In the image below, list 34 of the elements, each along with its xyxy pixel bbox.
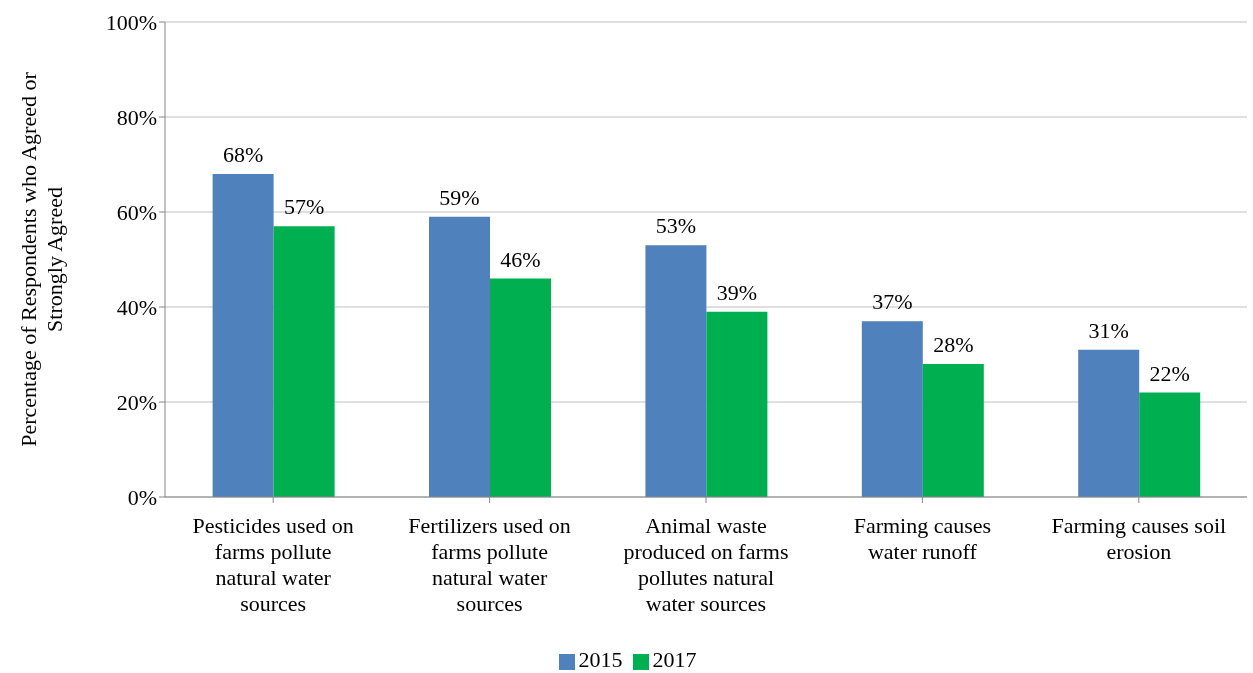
y-tick-label: 100% (105, 9, 157, 35)
y-tick-label: 60% (116, 199, 157, 225)
data-label: 37% (872, 289, 913, 315)
bar (490, 278, 552, 497)
data-label: 57% (283, 194, 325, 220)
x-tick-label: Farming causes water runoff (853, 513, 992, 564)
bar (429, 216, 491, 497)
y-tick-label: 40% (116, 294, 157, 320)
data-label: 39% (716, 279, 758, 305)
x-tick-label: Fertilizers used on farms pollute natural water sources (408, 513, 571, 616)
data-label: 28% (933, 332, 974, 357)
y-tick-label: 0% (127, 484, 157, 510)
bar (1139, 392, 1201, 497)
bar (273, 226, 335, 497)
bar (645, 245, 707, 497)
y-tick-label: 80% (116, 104, 157, 130)
bar (1078, 349, 1140, 497)
y-tick-label: 20% (116, 389, 157, 415)
data-label: 68% (222, 142, 264, 167)
x-tick-label: Pesticides used on farms pollute natural water sources (192, 513, 354, 616)
data-label: 22% (1149, 360, 1190, 386)
legend-label: 2017 (652, 647, 697, 672)
data-label: 31% (1088, 317, 1129, 343)
bar (861, 321, 923, 497)
x-tick-label: Farming causes soil erosion (1051, 513, 1227, 564)
bar (706, 311, 768, 497)
y-axis-title: Percentage of Respondents who Agreed or Strongly Agreed (16, 71, 67, 447)
legend-label: 2015 (578, 647, 623, 672)
data-label: 53% (655, 213, 697, 239)
bar (212, 174, 274, 497)
bar (922, 364, 984, 497)
data-label: 46% (500, 246, 541, 272)
x-tick-label: Animal waste produced on farms pollutes natural water sources (623, 513, 789, 616)
data-label: 59% (439, 184, 480, 210)
